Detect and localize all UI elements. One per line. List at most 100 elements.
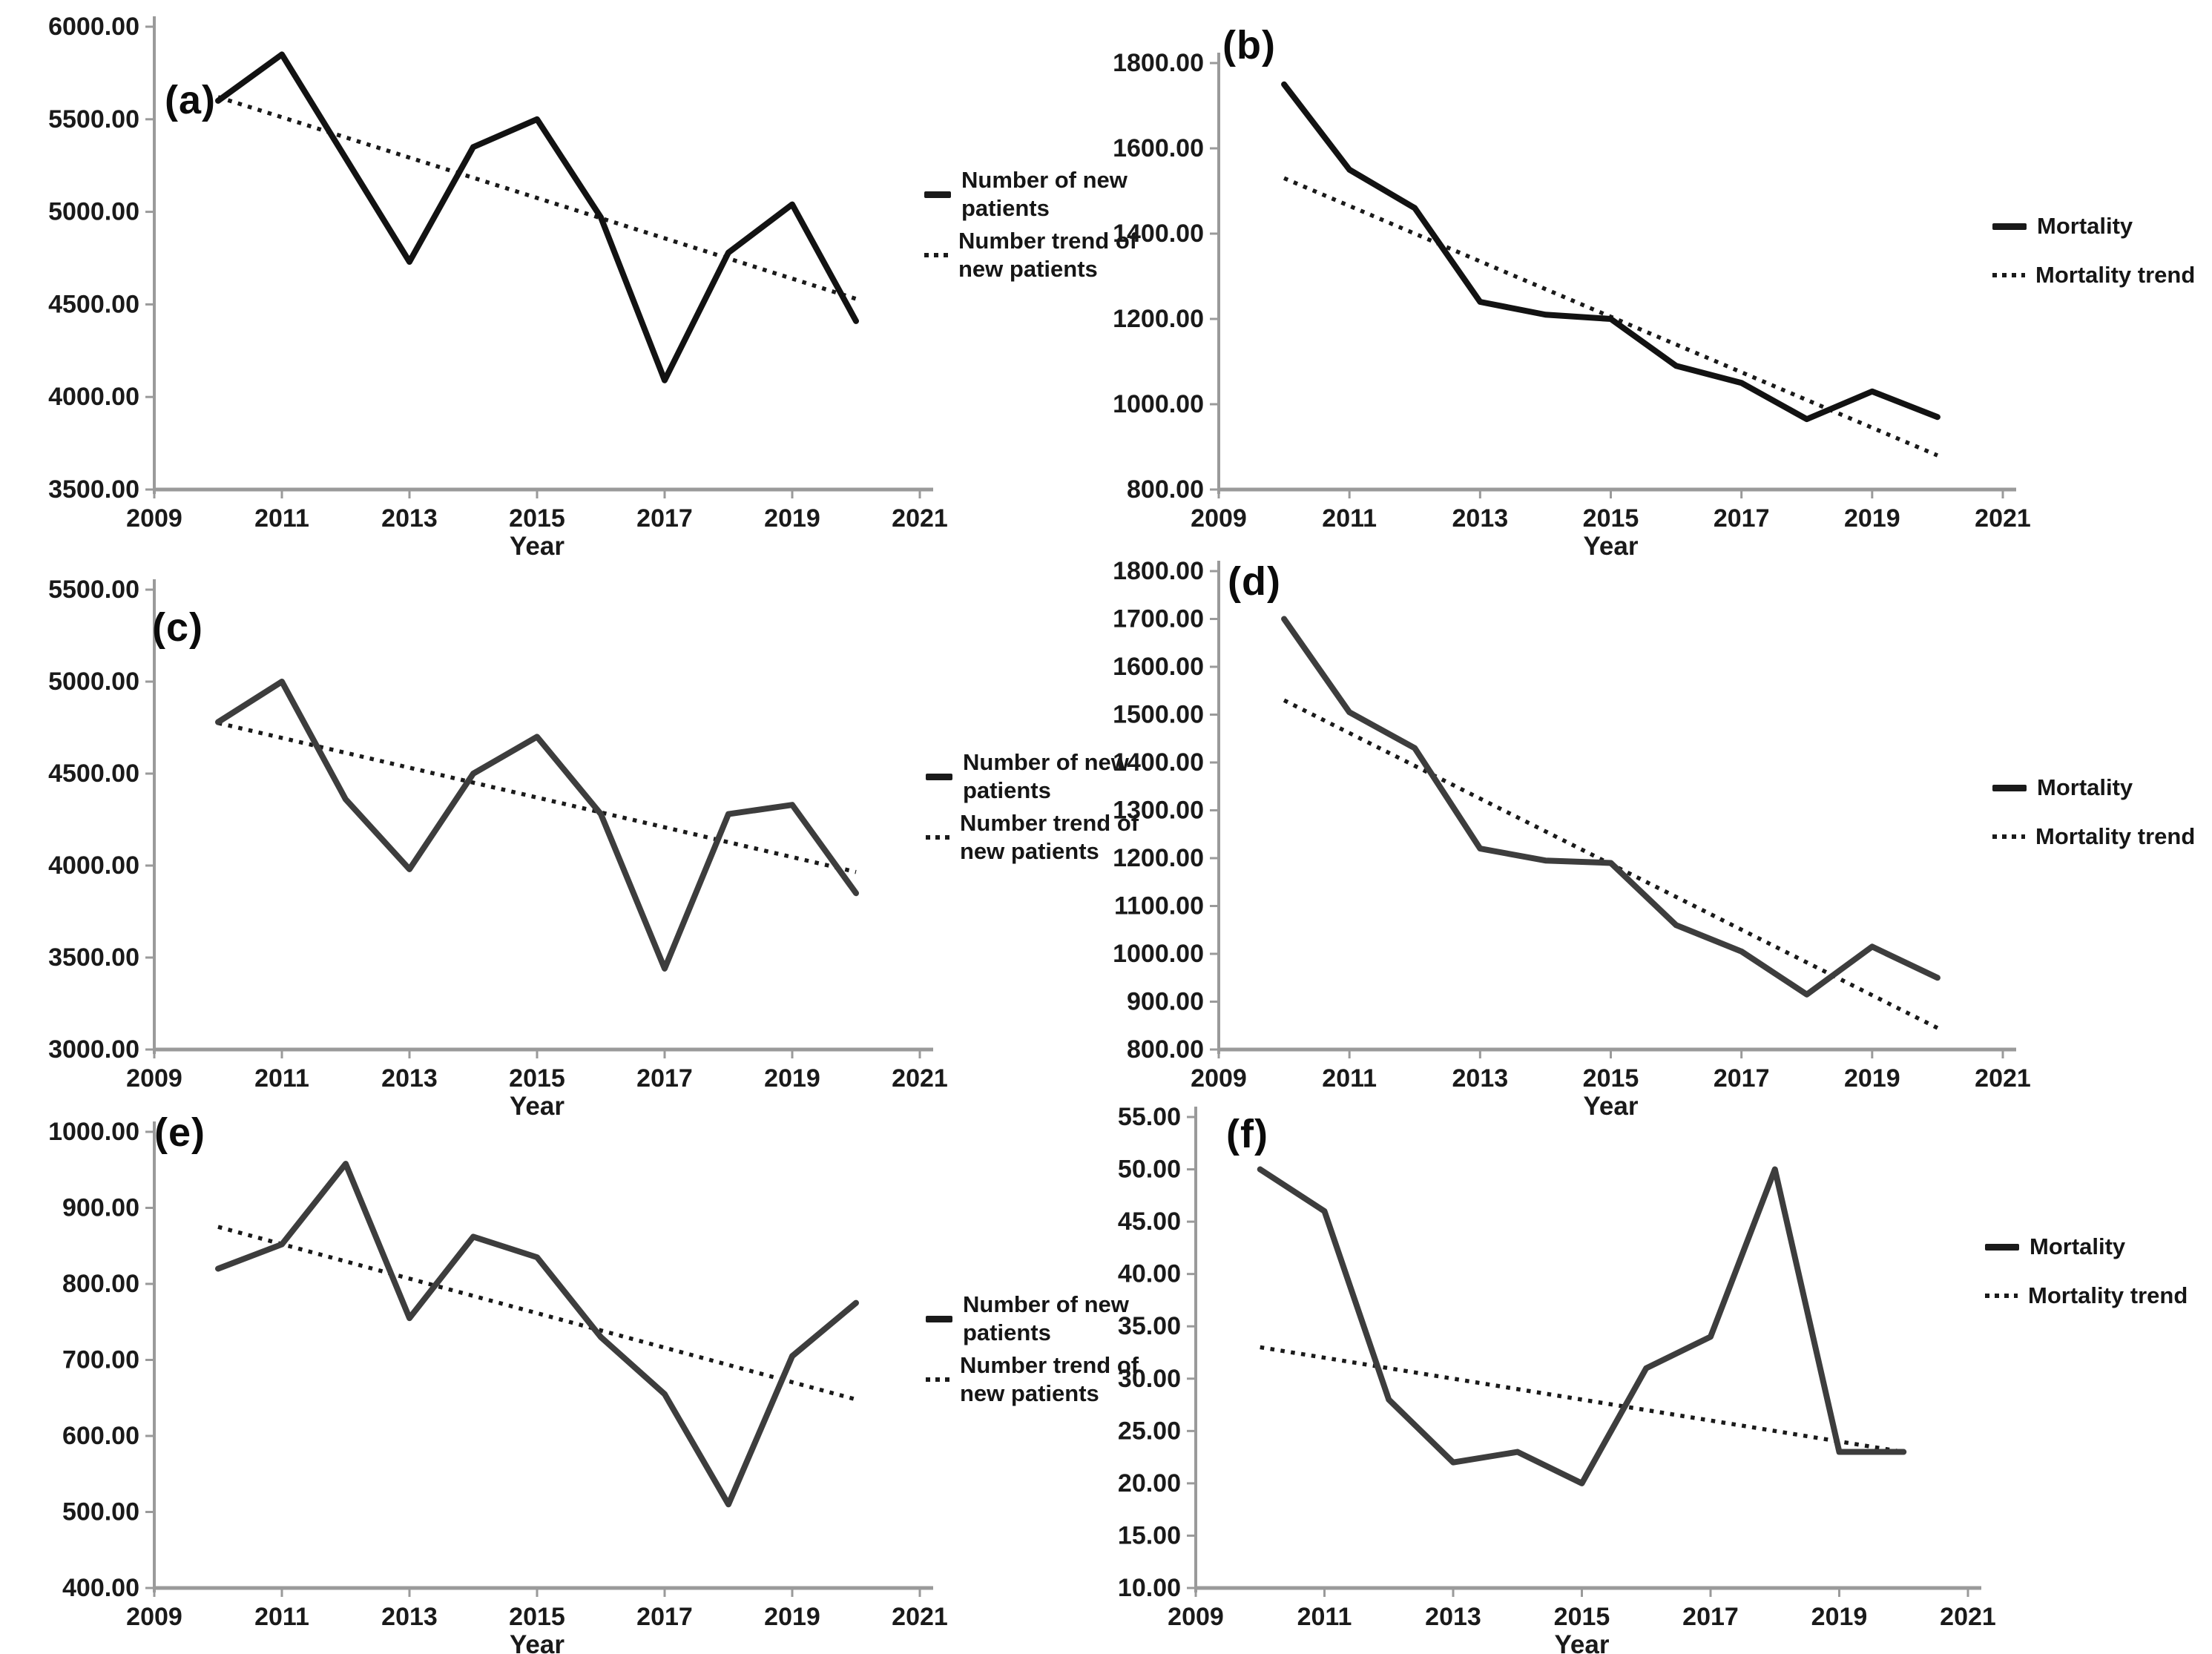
y-tick-label: 600.00: [62, 1422, 139, 1450]
y-tick-label: 4500.00: [48, 290, 139, 318]
y-tick-label: 1800.00: [1113, 49, 1204, 77]
solid-line-marker-icon: [1992, 223, 2027, 230]
chart-panel-f: 10.00 15.00 20.00 25.00 30.00 35.00 40.00 45.00…: [1105, 1102, 2212, 1654]
legend-item: Number trend of new patients: [924, 227, 1148, 283]
dotted-line-marker-icon: [924, 253, 948, 257]
data-line: [215, 1161, 859, 1508]
legend-item: Number of new patients: [926, 1291, 1150, 1347]
y-tick-label: 1400.00: [1113, 220, 1204, 248]
x-tick-label: 2021: [1940, 1603, 1996, 1631]
y-tick-label: 3500.00: [48, 475, 139, 504]
x-tick-label: 2017: [1682, 1603, 1739, 1631]
x-tick-label: 2017: [1714, 1064, 1770, 1093]
y-tick-label: 5000.00: [48, 198, 139, 226]
legend-e: Number of new patients Number trend of n…: [926, 1291, 1150, 1408]
x-tick-label: 2009: [126, 1603, 182, 1631]
legend-label: Number of new patients: [963, 749, 1129, 803]
figure-row-1: 3500.00 4000.00 4500.00 5000.00 5500.00 6000.…: [0, 0, 2212, 561]
y-tick-label: 1000.00: [1113, 390, 1204, 418]
solid-line-marker-icon: [926, 1315, 952, 1322]
chart-panel-c: 3000.00 3500.00 4000.00 4500.00 5000.00 5500.…: [0, 551, 1139, 1121]
y-tick-label: 4000.00: [48, 851, 139, 880]
dotted-line-marker-icon: [1985, 1294, 2018, 1298]
x-axis-title: Year: [1584, 532, 1639, 561]
legend-item: Number of new patients: [924, 166, 1148, 223]
y-tick-label: 800.00: [62, 1270, 139, 1298]
y-tick-label: 1200.00: [1113, 305, 1204, 333]
legend-item: Number trend of new patients: [926, 1351, 1150, 1408]
x-tick-label: 2015: [1583, 504, 1639, 533]
y-tick-label: 1000.00: [1113, 940, 1204, 968]
panel-label-d: (d): [1228, 559, 1281, 604]
x-axis-title: Year: [510, 1092, 564, 1121]
figure-row-3: 400.00 500.00 600.00 700.00 800.00 900.00 1000…: [0, 1102, 2212, 1654]
x-tick-label: 2019: [764, 504, 820, 533]
y-tick-label: 4500.00: [48, 760, 139, 788]
panel-label-f: (f): [1226, 1112, 1268, 1156]
y-tick-label: 1100.00: [1114, 892, 1204, 920]
y-tick-label: 35.00: [1118, 1312, 1181, 1340]
y-tick-label: 4000.00: [48, 383, 139, 411]
y-tick-label: 20.00: [1118, 1469, 1181, 1498]
legend-item: Mortality: [1992, 212, 2195, 240]
y-tick-label: 1000.00: [48, 1118, 139, 1146]
y-tick-label: 800.00: [1127, 475, 1204, 504]
x-tick-label: 2009: [1191, 504, 1247, 533]
x-tick-label: 2019: [1811, 1603, 1868, 1631]
panel-label-b: (b): [1222, 23, 1276, 67]
y-tick-label: 1500.00: [1113, 701, 1204, 729]
legend-label: Number of new patients: [961, 167, 1128, 221]
chart-d-plot: 800.00 900.00 1000.00 1100.00 1200.00 1300.00…: [1113, 557, 2031, 1121]
y-tick-label: 900.00: [1127, 988, 1204, 1016]
legend-label: Mortality: [2037, 213, 2133, 239]
x-tick-label: 2009: [1191, 1064, 1247, 1093]
legend-c: Number of new patients Number trend of n…: [926, 748, 1150, 866]
y-tick-label: 25.00: [1118, 1417, 1181, 1445]
y-tick-label: 6000.00: [48, 13, 139, 41]
trend-line: [217, 95, 857, 301]
y-tick-label: 3500.00: [48, 943, 139, 972]
data-line: [1281, 81, 1941, 423]
x-tick-label: 2017: [636, 1064, 693, 1093]
y-tick-label: 50.00: [1118, 1156, 1181, 1184]
y-tick-label: 1600.00: [1113, 653, 1204, 681]
solid-line-marker-icon: [1985, 1243, 2019, 1251]
dotted-line-marker-icon: [926, 1377, 949, 1382]
x-tick-label: 2019: [764, 1603, 820, 1631]
dotted-line-marker-icon: [1992, 273, 2025, 277]
chart-f-plot: 10.00 15.00 20.00 25.00 30.00 35.00 40.00 45.00…: [1118, 1103, 1996, 1654]
x-tick-label: 2013: [1425, 1603, 1481, 1631]
x-tick-label: 2013: [1452, 1064, 1509, 1093]
dotted-line-marker-icon: [926, 835, 949, 840]
legend-label: Mortality: [2037, 774, 2133, 800]
x-tick-label: 2019: [1844, 1064, 1900, 1093]
x-tick-label: 2009: [126, 504, 182, 533]
y-tick-label: 45.00: [1118, 1207, 1181, 1236]
x-tick-label: 2021: [892, 1603, 948, 1631]
legend-label: Number trend of new patients: [960, 1352, 1139, 1406]
legend-item: Mortality trend: [1985, 1282, 2188, 1310]
trend-line: [1260, 1345, 1904, 1454]
x-tick-label: 2009: [1168, 1603, 1224, 1631]
legend-label: Number of new patients: [963, 1291, 1129, 1345]
trend-line: [217, 1225, 857, 1402]
x-axis-title: Year: [510, 1630, 564, 1654]
legend-item: Mortality: [1992, 774, 2195, 802]
legend-f: Mortality Mortality trend: [1985, 1233, 2188, 1310]
y-tick-label: 10.00: [1118, 1574, 1181, 1602]
y-tick-label: 1200.00: [1113, 844, 1204, 872]
y-tick-label: 1600.00: [1113, 134, 1204, 162]
y-tick-label: 5000.00: [48, 668, 139, 696]
y-tick-label: 15.00: [1118, 1521, 1181, 1549]
solid-line-marker-icon: [926, 773, 952, 780]
legend-item: Mortality: [1985, 1233, 2188, 1261]
x-tick-label: 2021: [892, 504, 948, 533]
legend-label: Mortality trend: [2028, 1282, 2188, 1308]
y-tick-label: 55.00: [1118, 1103, 1181, 1131]
data-line: [1257, 1166, 1907, 1486]
x-axis-title: Year: [1555, 1630, 1610, 1654]
legend-label: Number trend of new patients: [960, 810, 1139, 864]
legend-a: Number of new patients Number trend of n…: [924, 166, 1148, 283]
chart-panel-e: 400.00 500.00 600.00 700.00 800.00 900.00 1000…: [0, 1102, 1139, 1654]
x-axis-title: Year: [510, 532, 564, 561]
